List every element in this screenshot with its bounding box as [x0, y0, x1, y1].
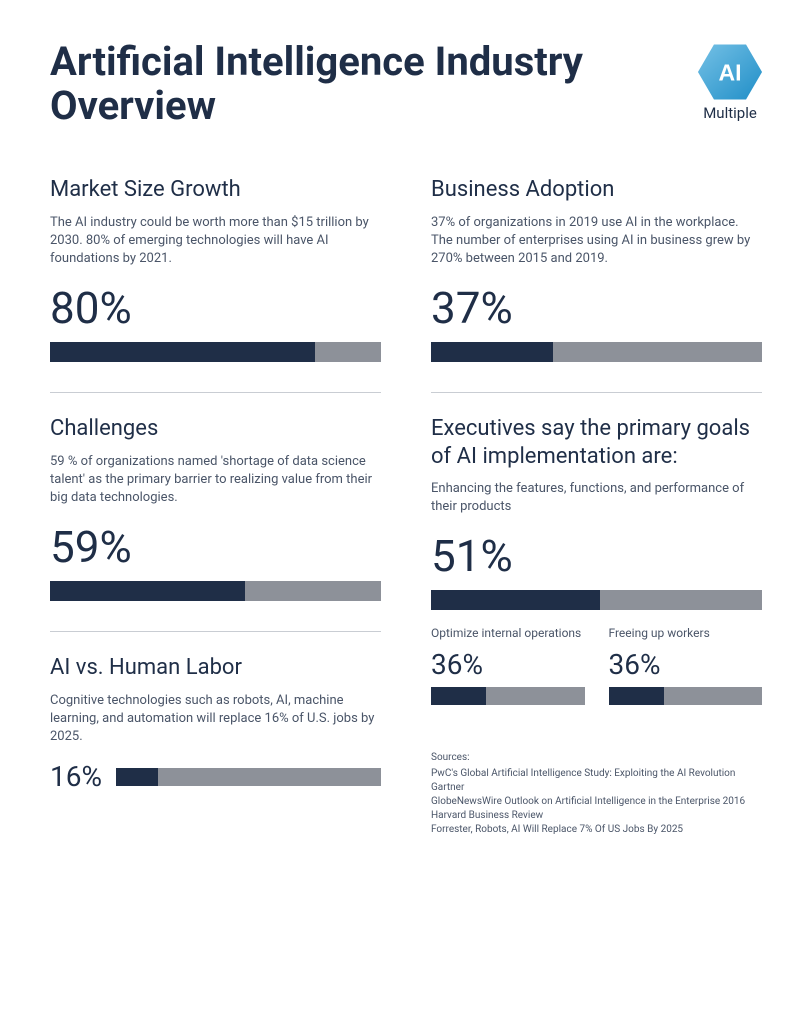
- divider: [50, 392, 381, 393]
- section-body: 59 % of organizations named 'shortage of…: [50, 453, 381, 508]
- source-line: Harvard Business Review: [431, 809, 762, 823]
- progress-bar: [116, 768, 381, 786]
- progress-bar: [50, 342, 381, 362]
- progress-bar: [431, 342, 762, 362]
- right-column: Business Adoption 37% of organizations i…: [431, 176, 762, 837]
- section-adoption: Business Adoption 37% of organizations i…: [431, 176, 762, 362]
- divider: [431, 392, 762, 393]
- sub-goal-label: Freeing up workers: [609, 626, 763, 640]
- sub-goal: Freeing up workers 36%: [609, 626, 763, 705]
- stat-percentage: 36%: [609, 648, 763, 681]
- section-title: Executives say the primary goals of AI i…: [431, 415, 762, 470]
- progress-bar-fill: [50, 581, 245, 601]
- logo-hexagon-icon: AI: [698, 44, 762, 100]
- section-body: Cognitive technologies such as robots, A…: [50, 692, 381, 747]
- stat-percentage: 37%: [431, 282, 762, 334]
- source-line: Forrester, Robots, AI Will Replace 7% Of…: [431, 823, 762, 837]
- goal-primary-label: Enhancing the features, functions, and p…: [431, 480, 762, 516]
- source-line: PwC's Global Artificial Intelligence Stu…: [431, 767, 762, 781]
- progress-bar-fill: [50, 342, 315, 362]
- sub-goal-label: Optimize internal operations: [431, 626, 585, 640]
- section-body: The AI industry could be worth more than…: [50, 214, 381, 269]
- section-challenges: Challenges 59 % of organizations named '…: [50, 415, 381, 601]
- section-labor: AI vs. Human Labor Cognitive technologie…: [50, 654, 381, 793]
- stat-percentage: 59%: [50, 521, 381, 573]
- page-title: Artificial Intelligence Industry Overvie…: [50, 40, 698, 128]
- logo-label: Multiple: [703, 104, 757, 122]
- stat-percentage: 51%: [431, 530, 762, 582]
- sub-goal: Optimize internal operations 36%: [431, 626, 585, 705]
- section-body: 37% of organizations in 2019 use AI in t…: [431, 214, 762, 269]
- progress-bar-fill: [431, 590, 600, 610]
- section-title: Challenges: [50, 415, 381, 443]
- progress-bar-fill: [431, 342, 553, 362]
- divider: [50, 631, 381, 632]
- progress-bar-fill: [431, 687, 486, 705]
- stat-percentage: 80%: [50, 282, 381, 334]
- brand-logo: AI Multiple: [698, 44, 762, 122]
- sources-title: Sources:: [431, 751, 762, 765]
- sources-block: Sources: PwC's Global Artificial Intelli…: [431, 751, 762, 837]
- progress-bar: [609, 687, 763, 705]
- stat-percentage: 16%: [50, 760, 102, 793]
- section-title: Business Adoption: [431, 176, 762, 204]
- section-title: Market Size Growth: [50, 176, 381, 204]
- section-title: AI vs. Human Labor: [50, 654, 381, 682]
- progress-bar-fill: [116, 768, 158, 786]
- stat-percentage: 36%: [431, 648, 585, 681]
- left-column: Market Size Growth The AI industry could…: [50, 176, 381, 837]
- source-line: Gartner: [431, 781, 762, 795]
- progress-bar: [431, 687, 585, 705]
- progress-bar-fill: [609, 687, 664, 705]
- section-market-size: Market Size Growth The AI industry could…: [50, 176, 381, 362]
- source-line: GlobeNewsWire Outlook on Artificial Inte…: [431, 795, 762, 809]
- progress-bar: [50, 581, 381, 601]
- logo-badge-text: AI: [718, 59, 741, 85]
- progress-bar: [431, 590, 762, 610]
- section-goals: Executives say the primary goals of AI i…: [431, 415, 762, 705]
